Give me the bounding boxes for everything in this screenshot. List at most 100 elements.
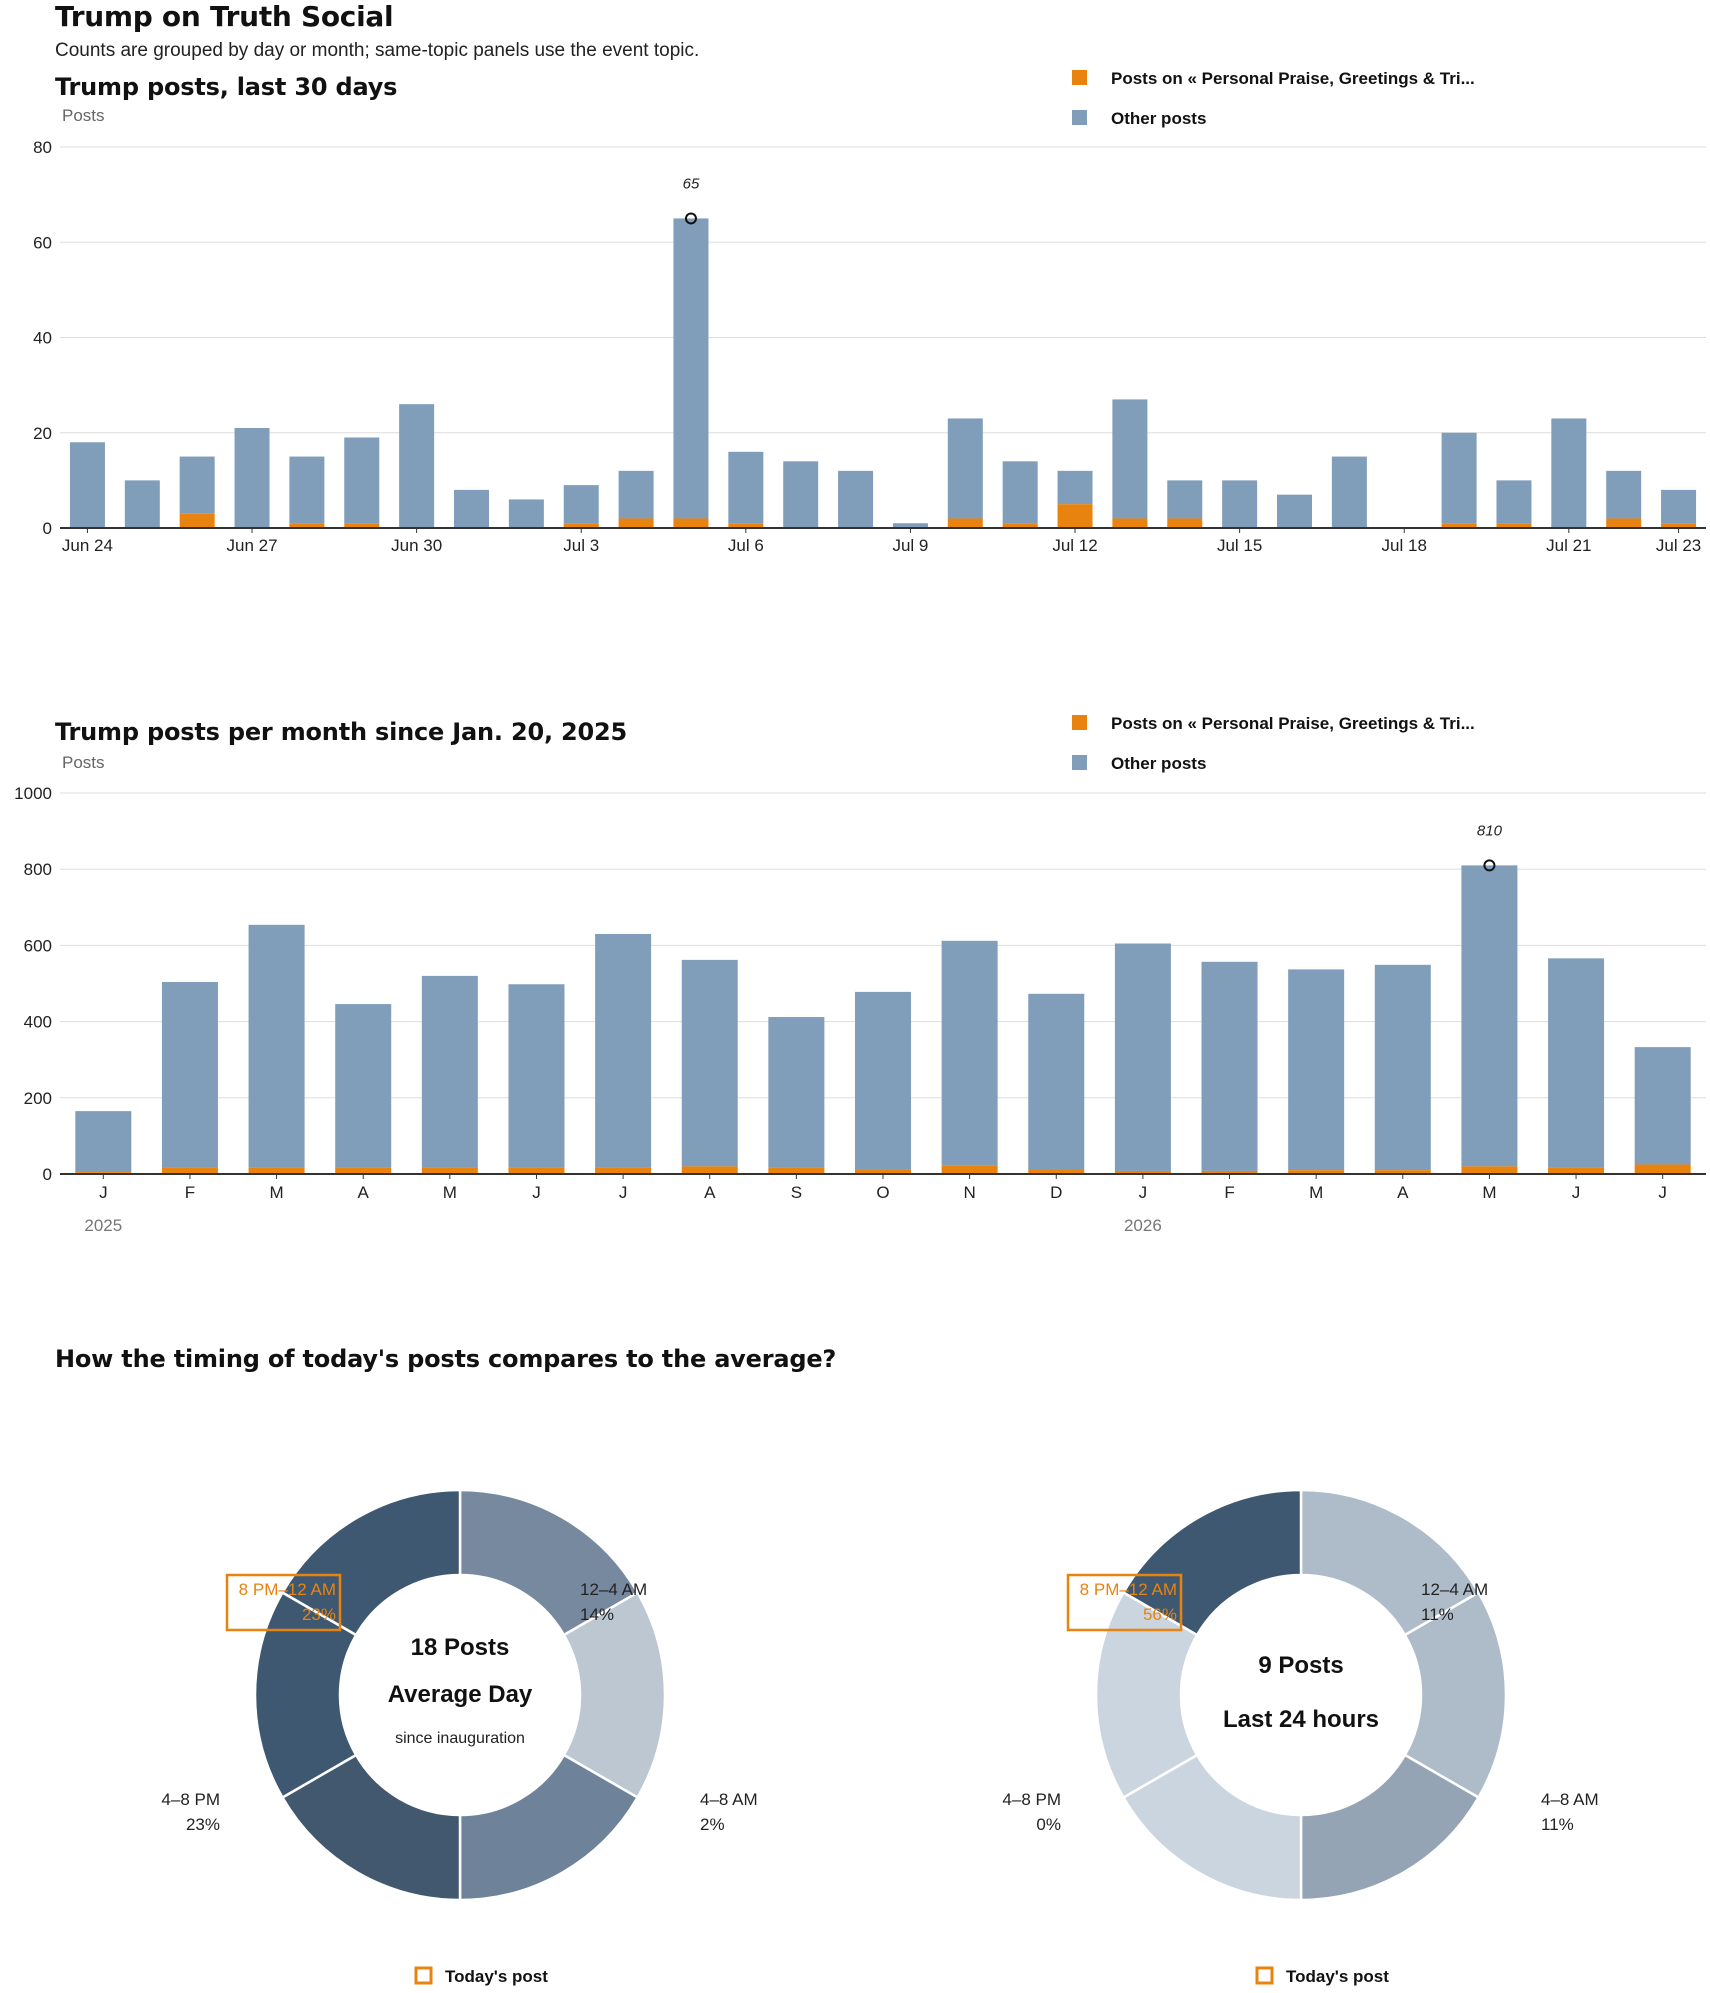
bar-topic bbox=[1374, 1170, 1431, 1174]
slot-percent: 56% bbox=[1143, 1605, 1177, 1624]
x-tick-label: Jun 24 bbox=[62, 536, 113, 555]
peak-label: 810 bbox=[1477, 822, 1503, 839]
legend-label-today: Today's post bbox=[1286, 1967, 1389, 1986]
bar-other bbox=[399, 404, 435, 528]
x-tick-label: Jun 30 bbox=[391, 536, 442, 555]
x-tick-label: Jun 27 bbox=[227, 536, 278, 555]
legend-swatch-today bbox=[414, 1966, 433, 1985]
bar-topic bbox=[673, 518, 709, 528]
donut-center-note: since inauguration bbox=[395, 1730, 525, 1747]
bar-topic bbox=[1288, 1170, 1345, 1174]
bar-other bbox=[508, 499, 544, 528]
slot-label: 12–4 AM bbox=[1421, 1580, 1488, 1599]
donut-center-count: 18 Posts bbox=[411, 1634, 510, 1661]
bar-topic bbox=[161, 1167, 218, 1174]
bar-topic bbox=[1028, 1169, 1085, 1174]
legend-label-topic: Posts on « Personal Praise, Greetings & … bbox=[1111, 714, 1475, 733]
bar-other bbox=[289, 456, 325, 524]
bar-other bbox=[1661, 489, 1697, 524]
slot-percent: 11% bbox=[1421, 1605, 1454, 1624]
bar-topic bbox=[421, 1167, 478, 1174]
bar-other bbox=[941, 940, 998, 1166]
x-tick-label: J bbox=[1139, 1183, 1148, 1202]
bar-topic bbox=[1002, 523, 1038, 528]
bar-topic bbox=[1167, 518, 1203, 528]
x-tick-label: Jul 9 bbox=[892, 536, 928, 555]
slot-label: 12–4 AM bbox=[580, 1580, 647, 1599]
bar-other bbox=[681, 959, 738, 1167]
bar-topic bbox=[248, 1167, 305, 1174]
bar-other bbox=[1441, 432, 1477, 524]
bar-other bbox=[234, 427, 270, 528]
bar-other bbox=[1201, 961, 1258, 1171]
bar-other bbox=[783, 461, 819, 528]
y-tick-label: 60 bbox=[33, 233, 52, 252]
page-subtitle: Counts are grouped by day or month; same… bbox=[55, 40, 700, 61]
bar-other bbox=[1114, 943, 1171, 1171]
slot-percent: 14% bbox=[580, 1605, 614, 1624]
x-tick-label: J bbox=[99, 1183, 108, 1202]
bar-other bbox=[618, 470, 654, 519]
bar-other bbox=[124, 480, 160, 528]
bar-other bbox=[1331, 456, 1367, 528]
donut-center-count: 9 Posts bbox=[1258, 1652, 1343, 1679]
bar-other bbox=[1112, 399, 1148, 519]
bar-topic bbox=[1057, 504, 1093, 528]
bar-topic bbox=[941, 1165, 998, 1174]
bar-topic bbox=[563, 523, 599, 528]
y-tick-label: 600 bbox=[24, 936, 52, 955]
bar-other bbox=[179, 456, 215, 514]
legend-label-other: Other posts bbox=[1111, 109, 1206, 128]
bar-topic bbox=[289, 523, 325, 528]
bar-other bbox=[75, 1111, 132, 1173]
bar-other bbox=[563, 485, 599, 524]
slot-label: 8 PM–12 AM bbox=[239, 1580, 336, 1599]
y-tick-label: 20 bbox=[33, 424, 52, 443]
bar-other bbox=[1002, 461, 1038, 524]
bar-other bbox=[838, 470, 874, 528]
x-tick-label: S bbox=[791, 1183, 802, 1202]
y-tick-label: 40 bbox=[33, 329, 52, 348]
bar-topic bbox=[1201, 1170, 1258, 1174]
y-tick-label: 400 bbox=[24, 1013, 52, 1032]
year-label: 2026 bbox=[1124, 1216, 1162, 1235]
legend-swatch-topic bbox=[1072, 715, 1087, 730]
x-tick-label: F bbox=[1224, 1183, 1234, 1202]
bar-other bbox=[673, 218, 709, 519]
legend-label-other: Other posts bbox=[1111, 754, 1206, 773]
bar-other bbox=[69, 442, 105, 528]
x-tick-label: J bbox=[1658, 1183, 1667, 1202]
bar-other bbox=[344, 437, 380, 524]
bar-topic bbox=[1461, 1166, 1518, 1174]
bar-topic bbox=[595, 1167, 652, 1174]
peak-marker bbox=[1483, 859, 1496, 872]
bar-other bbox=[728, 451, 764, 524]
bar-other bbox=[508, 984, 565, 1168]
highlight-box bbox=[1066, 1573, 1183, 1632]
bar-topic bbox=[681, 1166, 738, 1174]
peak-label: 65 bbox=[683, 175, 700, 192]
x-tick-label: F bbox=[185, 1183, 195, 1202]
bar-other bbox=[947, 418, 983, 519]
legend-swatch-other bbox=[1072, 755, 1087, 770]
year-label: 2025 bbox=[84, 1216, 122, 1235]
daily-chart-title: Trump posts, last 30 days bbox=[55, 73, 398, 101]
bar-other bbox=[1496, 480, 1532, 524]
legend-label-topic: Posts on « Personal Praise, Greetings & … bbox=[1111, 69, 1475, 88]
x-tick-label: Jul 15 bbox=[1217, 536, 1262, 555]
donut-section-title: How the timing of today's posts compares… bbox=[55, 1345, 837, 1373]
x-tick-label: Jul 18 bbox=[1382, 536, 1427, 555]
x-tick-label: N bbox=[963, 1183, 975, 1202]
bar-other bbox=[1634, 1047, 1691, 1165]
x-tick-label: Jul 12 bbox=[1052, 536, 1097, 555]
bar-other bbox=[892, 523, 928, 528]
bar-topic bbox=[768, 1167, 825, 1174]
x-tick-label: J bbox=[619, 1183, 628, 1202]
bar-other bbox=[1606, 470, 1642, 519]
monthly-posts-chart: 0 200 400 600 800 1000 Posts J F M A M J J A S O N D J F M A M J… bbox=[14, 714, 1706, 1235]
bar-topic bbox=[1496, 523, 1532, 528]
bar-topic bbox=[344, 523, 380, 528]
y-axis-label: Posts bbox=[62, 753, 105, 772]
slot-percent: 0% bbox=[1036, 1815, 1061, 1834]
